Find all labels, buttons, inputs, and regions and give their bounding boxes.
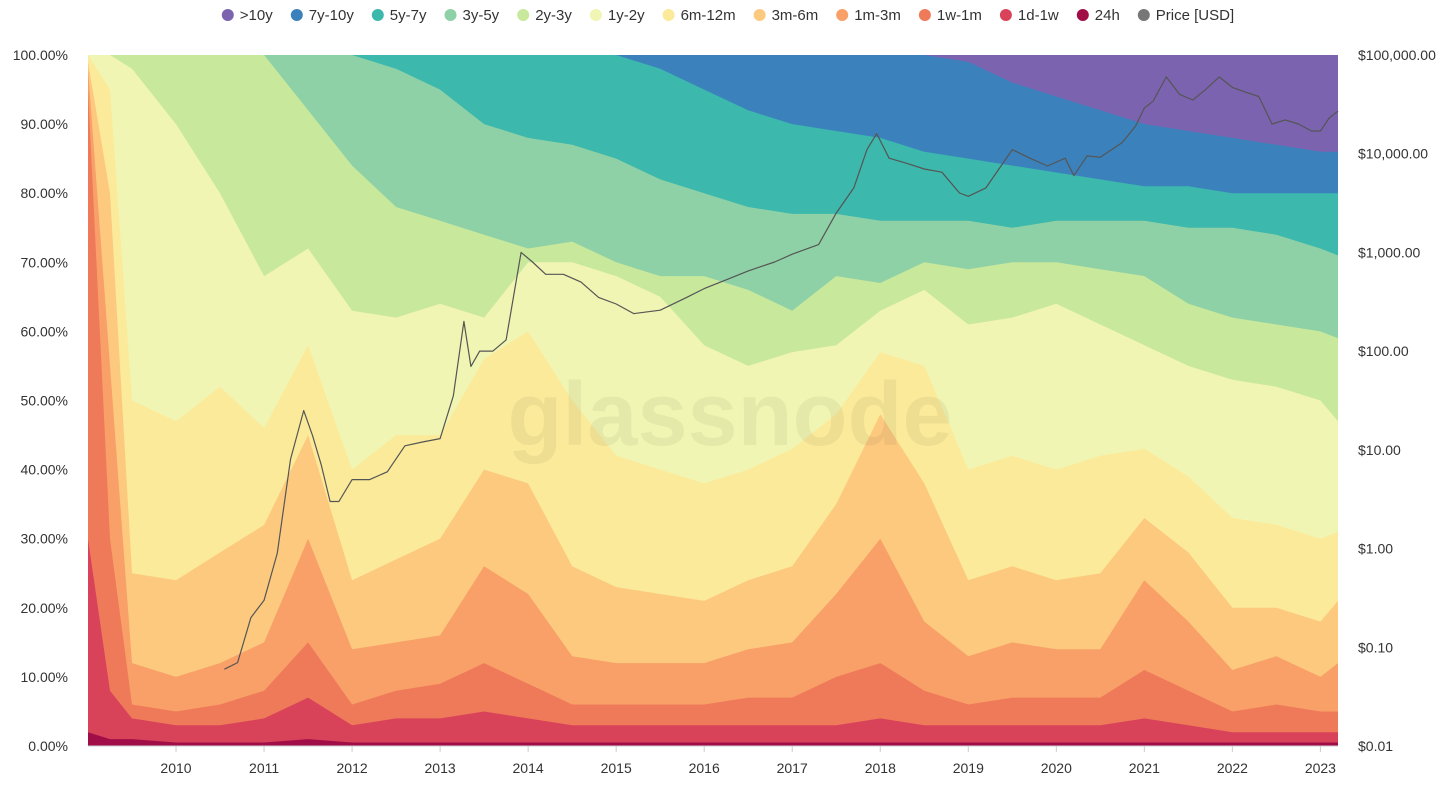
x-tick-label: 2016 (689, 760, 720, 776)
x-tick-label: 2015 (601, 760, 632, 776)
legend-item[interactable]: 24h (1076, 7, 1120, 24)
x-tick-label: 2017 (777, 760, 808, 776)
legend-swatch (999, 9, 1012, 21)
legend-label: 5y-7y (390, 7, 427, 24)
legend-item[interactable]: 1m-3m (836, 7, 901, 24)
legend-label: 2y-3y (535, 7, 572, 24)
legend-swatch (221, 9, 234, 21)
legend-label: >10y (240, 7, 273, 24)
y-right-tick-label: $10,000.00 (1358, 146, 1428, 162)
x-tick-label: 2014 (513, 760, 544, 776)
y-left-tick-label: 30.00% (21, 531, 68, 547)
area-band-3m-6m (88, 61, 1338, 746)
price-line (224, 76, 1339, 670)
legend-item[interactable]: 1d-1w (999, 7, 1059, 24)
x-tick-label: 2010 (160, 760, 191, 776)
legend-item[interactable]: 6m-12m (662, 7, 736, 24)
area-band-24h (88, 732, 1338, 746)
y-left-tick-label: 60.00% (21, 323, 68, 339)
legend-item[interactable]: 1y-2y (589, 7, 645, 24)
legend-item[interactable]: >10y (221, 7, 273, 24)
legend-item[interactable]: Price [USD] (1137, 7, 1234, 24)
x-tick-label: 2022 (1217, 760, 1248, 776)
legend-swatch (371, 9, 384, 21)
legend-swatch (918, 9, 931, 21)
y-left-tick-label: 80.00% (21, 185, 68, 201)
legend-label: 7y-10y (309, 7, 355, 24)
y-left-tick-label: 40.00% (21, 462, 68, 478)
y-left-tick-label: 70.00% (21, 254, 68, 270)
legend-swatch (1137, 9, 1150, 21)
legend: >10y 7y-10y 5y-7y 3y-5y 2y-3y 1y-2y 6m-12m 3m-6… (221, 7, 1234, 24)
legend-swatch (753, 9, 766, 21)
legend-label: 1w-1m (937, 7, 982, 24)
legend-swatch (1076, 9, 1089, 21)
y-left-tick-label: 10.00% (21, 669, 68, 685)
x-tick-label: 2019 (953, 760, 984, 776)
price-series (224, 76, 1339, 670)
x-tick-label: 2011 (249, 760, 279, 776)
legend-item[interactable]: 7y-10y (290, 7, 355, 24)
y-axis-left: 0.00% 10.00% 20.00% 30.00% 40.00% 50.00% 60.00… (13, 47, 68, 754)
legend-label: 24h (1095, 7, 1120, 24)
y-left-tick-label: 90.00% (21, 116, 68, 132)
legend-label: 3m-6m (772, 7, 819, 24)
x-tick-label: 2018 (865, 760, 896, 776)
area-band-1m-3m (88, 68, 1338, 747)
y-right-tick-label: $100,000.00 (1358, 47, 1436, 63)
legend-label: 1d-1w (1018, 7, 1059, 24)
legend-item[interactable]: 1w-1m (918, 7, 982, 24)
x-tick-label: 2013 (425, 760, 456, 776)
x-axis: 2010 2011 2012 2013 2014 2015 2016 2017 2018 2019… (88, 745, 1338, 776)
watermark: glassnode (507, 365, 952, 465)
y-left-tick-label: 0.00% (28, 738, 68, 754)
legend-label: Price [USD] (1156, 7, 1234, 24)
legend-label: 1y-2y (608, 7, 645, 24)
legend-label: 1m-3m (854, 7, 901, 24)
legend-item[interactable]: 3m-6m (753, 7, 819, 24)
y-right-tick-label: $0.10 (1358, 639, 1393, 655)
y-left-tick-label: 50.00% (21, 393, 68, 409)
legend-swatch (517, 9, 530, 21)
y-right-tick-label: $10.00 (1358, 442, 1401, 458)
legend-swatch (662, 9, 675, 21)
x-tick-label: 2012 (337, 760, 368, 776)
x-tick-label: 2021 (1129, 760, 1160, 776)
legend-swatch (444, 9, 457, 21)
y-left-tick-label: 20.00% (21, 600, 68, 616)
y-right-tick-label: $1.00 (1358, 541, 1393, 557)
x-tick-label: 2023 (1305, 760, 1336, 776)
y-right-tick-label: $1,000.00 (1358, 244, 1420, 260)
y-right-tick-label: $0.01 (1358, 738, 1393, 754)
legend-swatch (589, 9, 602, 21)
y-right-tick-label: $100.00 (1358, 343, 1409, 359)
y-axis-right: $0.01 $0.10 $1.00 $10.00 $100.00 $1,000.00 $10… (1358, 47, 1436, 754)
legend-swatch (836, 9, 849, 21)
legend-label: 6m-12m (681, 7, 736, 24)
plot-area (88, 55, 1338, 747)
legend-swatch (290, 9, 303, 21)
x-tick-label: 2020 (1041, 760, 1072, 776)
legend-item[interactable]: 5y-7y (371, 7, 427, 24)
legend-item[interactable]: 3y-5y (444, 7, 500, 24)
legend-label: 3y-5y (463, 7, 500, 24)
legend-item[interactable]: 2y-3y (517, 7, 572, 24)
y-left-tick-label: 100.00% (13, 47, 68, 63)
